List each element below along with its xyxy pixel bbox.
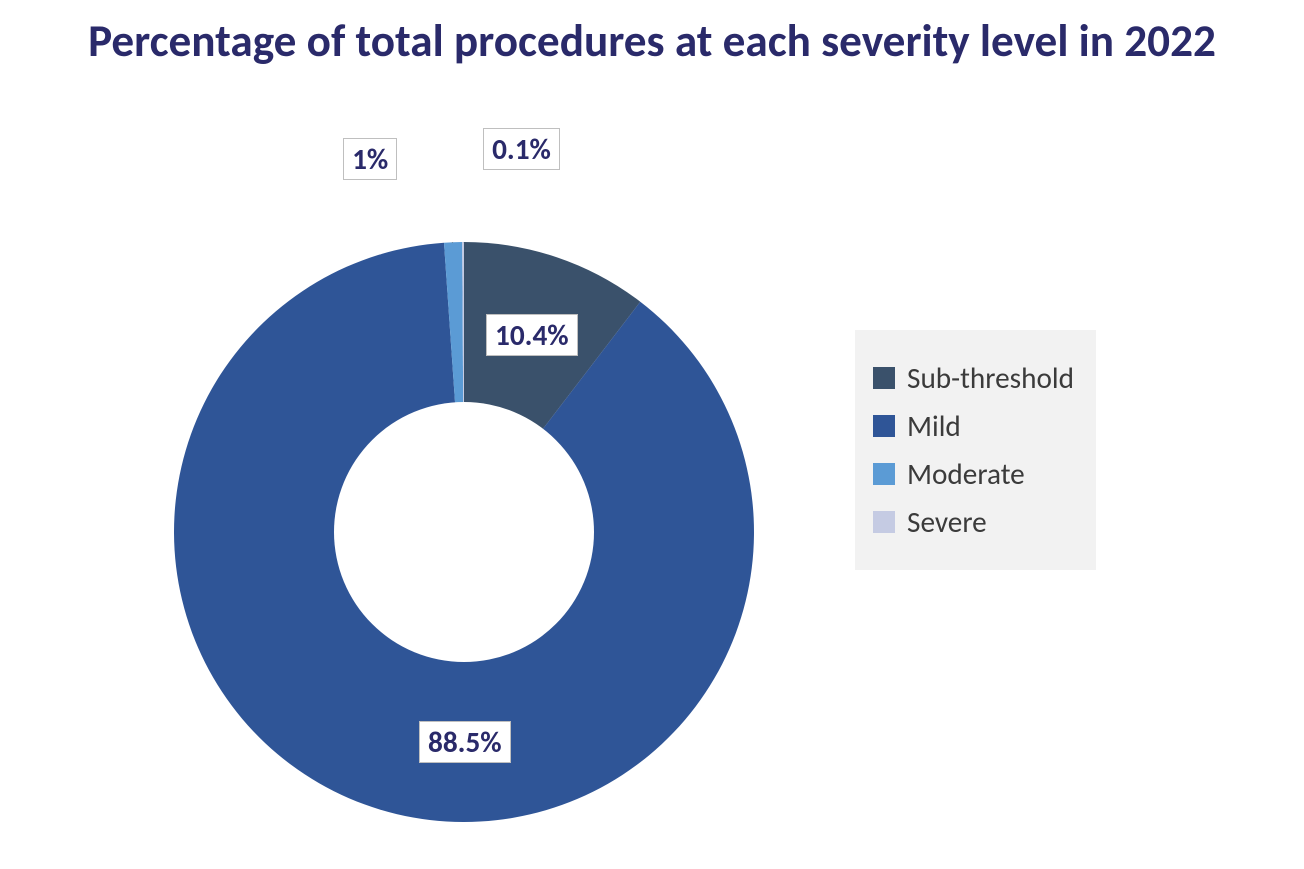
donut-chart: 10.4% 88.5% 1% 0.1% — [174, 242, 754, 822]
legend-item-moderate: Moderate — [873, 456, 1074, 492]
legend: Sub-threshold Mild Moderate Severe — [855, 330, 1096, 570]
legend-swatch-moderate — [873, 463, 895, 485]
legend-item-severe: Severe — [873, 504, 1074, 540]
slice-label-severe: 0.1% — [483, 128, 560, 170]
slice-label-sub-threshold: 10.4% — [486, 314, 578, 356]
donut-hole — [334, 402, 594, 662]
legend-swatch-mild — [873, 415, 895, 437]
legend-label-severe: Severe — [907, 504, 987, 540]
legend-label-moderate: Moderate — [907, 456, 1025, 492]
legend-item-sub-threshold: Sub-threshold — [873, 360, 1074, 396]
legend-item-mild: Mild — [873, 408, 1074, 444]
legend-swatch-sub-threshold — [873, 367, 895, 389]
chart-title: Percentage of total procedures at each s… — [0, 15, 1304, 69]
legend-label-sub-threshold: Sub-threshold — [907, 360, 1074, 396]
legend-label-mild: Mild — [907, 408, 961, 444]
slice-label-moderate: 1% — [343, 138, 397, 180]
legend-swatch-severe — [873, 511, 895, 533]
slice-label-mild: 88.5% — [419, 721, 511, 763]
